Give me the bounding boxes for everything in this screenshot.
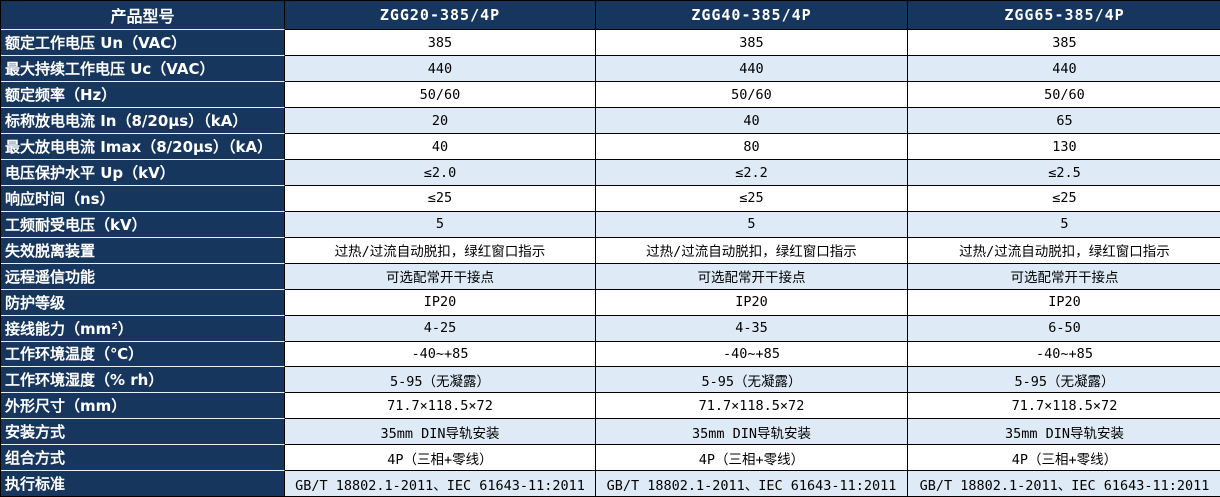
row-label: 执行标准 (1, 471, 285, 496)
value-cell: 50/60 (285, 82, 596, 109)
row-label: 安装方式 (1, 419, 285, 446)
value-cell: 35mm DIN导轨安装 (285, 419, 596, 446)
value-cell: 4-35 (596, 315, 908, 342)
value-cell: 65 (908, 108, 1220, 135)
value-cell: 440 (285, 56, 596, 83)
product-column-header-zgg20: ZGG20-385/4P (285, 1, 596, 31)
value-cell: ≤2.5 (908, 160, 1220, 186)
value-cell: IP20 (596, 289, 908, 316)
value-cell: 4P（三相+零线） (908, 445, 1220, 472)
table-row: 响应时间（ns） ≤25 ≤25 ≤25 (1, 185, 1220, 212)
row-label: 接线能力（mm²） (1, 315, 285, 342)
value-cell: 5 (596, 211, 908, 238)
table-row: 电压保护水平 Up（kV） ≤2.0 ≤2.2 ≤2.5 (1, 160, 1220, 186)
value-cell: 385 (908, 30, 1220, 57)
value-cell: 385 (596, 30, 908, 57)
value-cell: 可选配常开干接点 (596, 263, 908, 290)
row-label: 工作环境温度（℃） (1, 341, 285, 368)
table-row: 远程遥信功能 可选配常开干接点 可选配常开干接点 可选配常开干接点 (1, 263, 1220, 290)
value-cell: GB/T 18802.1-2011、IEC 61643-11:2011 (596, 471, 908, 496)
value-cell: 6-50 (908, 315, 1220, 342)
table-row: 工作环境湿度（% rh） 5-95（无凝露） 5-95（无凝露） 5-95（无凝露） (1, 367, 1220, 394)
table-row: 工作环境温度（℃） -40~+85 -40~+85 -40~+85 (1, 341, 1220, 368)
value-cell: IP20 (908, 289, 1220, 316)
table-row: 外形尺寸（mm） 71.7×118.5×72 71.7×118.5×72 71.7×1… (1, 393, 1220, 420)
value-cell: 35mm DIN导轨安装 (908, 419, 1220, 446)
row-label: 电压保护水平 Up（kV） (1, 160, 285, 186)
value-cell: 130 (908, 134, 1220, 161)
row-label: 工频耐受电压（kV） (1, 211, 285, 238)
table-row: 安装方式 35mm DIN导轨安装 35mm DIN导轨安装 35mm DIN导轨安装 (1, 419, 1220, 446)
value-cell: 过热/过流自动脱扣，绿红窗口指示 (285, 237, 596, 264)
row-label: 额定频率（Hz） (1, 82, 285, 109)
value-cell: 440 (908, 56, 1220, 83)
table-row: 组合方式 4P（三相+零线） 4P（三相+零线） 4P（三相+零线） (1, 445, 1220, 472)
table-row: 额定工作电压 Un（VAC） 385 385 385 (1, 30, 1220, 57)
table-row: 失效脱离装置 过热/过流自动脱扣，绿红窗口指示 过热/过流自动脱扣，绿红窗口指示 过热… (1, 237, 1220, 264)
value-cell: ≤25 (596, 185, 908, 212)
table-row: 防护等级 IP20 IP20 IP20 (1, 289, 1220, 316)
value-cell: 过热/过流自动脱扣，绿红窗口指示 (596, 237, 908, 264)
table-row: 工频耐受电压（kV） 5 5 5 (1, 211, 1220, 238)
value-cell: IP20 (285, 289, 596, 316)
value-cell: -40~+85 (908, 341, 1220, 368)
value-cell: GB/T 18802.1-2011、IEC 61643-11:2011 (285, 471, 596, 496)
value-cell: 80 (596, 134, 908, 161)
row-label: 远程遥信功能 (1, 263, 285, 290)
value-cell: ≤25 (285, 185, 596, 212)
table-row: 最大放电电流 Imax（8/20μs）（kA） 40 80 130 (1, 134, 1220, 161)
row-label: 防护等级 (1, 289, 285, 316)
corner-header-cell: 产品型号 (1, 1, 285, 31)
row-label: 组合方式 (1, 445, 285, 472)
value-cell: 5 (908, 211, 1220, 238)
row-label: 响应时间（ns） (1, 185, 285, 212)
value-cell: GB/T 18802.1-2011、IEC 61643-11:2011 (908, 471, 1220, 496)
value-cell: ≤2.0 (285, 160, 596, 186)
value-cell: 50/60 (596, 82, 908, 109)
value-cell: 5-95（无凝露） (596, 367, 908, 394)
value-cell: -40~+85 (596, 341, 908, 368)
value-cell: 440 (596, 56, 908, 83)
value-cell: 35mm DIN导轨安装 (596, 419, 908, 446)
value-cell: 20 (285, 108, 596, 135)
row-label: 最大持续工作电压 Uc（VAC） (1, 56, 285, 83)
row-label: 额定工作电压 Un（VAC） (1, 30, 285, 57)
value-cell: 40 (596, 108, 908, 135)
value-cell: 5-95（无凝露） (908, 367, 1220, 394)
value-cell: 可选配常开干接点 (908, 263, 1220, 290)
value-cell: 过热/过流自动脱扣，绿红窗口指示 (908, 237, 1220, 264)
value-cell: 71.7×118.5×72 (908, 393, 1220, 420)
table-row: 执行标准 GB/T 18802.1-2011、IEC 61643-11:2011 G… (1, 471, 1220, 496)
product-column-header-zgg40: ZGG40-385/4P (596, 1, 908, 31)
value-cell: -40~+85 (285, 341, 596, 368)
row-label: 工作环境湿度（% rh） (1, 367, 285, 394)
value-cell: 71.7×118.5×72 (596, 393, 908, 420)
product-column-header-zgg65: ZGG65-385/4P (908, 1, 1220, 31)
value-cell: ≤25 (908, 185, 1220, 212)
table-row: 最大持续工作电压 Uc（VAC） 440 440 440 (1, 56, 1220, 83)
table-row: 额定频率（Hz） 50/60 50/60 50/60 (1, 82, 1220, 109)
value-cell: 4-25 (285, 315, 596, 342)
value-cell: 40 (285, 134, 596, 161)
row-label: 标称放电电流 In（8/20μs）（kA） (1, 108, 285, 135)
value-cell: 50/60 (908, 82, 1220, 109)
row-label: 外形尺寸（mm） (1, 393, 285, 420)
value-cell: 5 (285, 211, 596, 238)
value-cell: ≤2.2 (596, 160, 908, 186)
row-label: 最大放电电流 Imax（8/20μs）（kA） (1, 134, 285, 161)
value-cell: 5-95（无凝露） (285, 367, 596, 394)
row-label: 失效脱离装置 (1, 237, 285, 264)
table-row: 标称放电电流 In（8/20μs）（kA） 20 40 65 (1, 108, 1220, 135)
header-row: 产品型号 ZGG20-385/4P ZGG40-385/4P ZGG65-385… (1, 1, 1220, 31)
value-cell: 4P（三相+零线） (285, 445, 596, 472)
value-cell: 4P（三相+零线） (596, 445, 908, 472)
value-cell: 可选配常开干接点 (285, 263, 596, 290)
table-row: 接线能力（mm²） 4-25 4-35 6-50 (1, 315, 1220, 342)
value-cell: 71.7×118.5×72 (285, 393, 596, 420)
value-cell: 385 (285, 30, 596, 57)
